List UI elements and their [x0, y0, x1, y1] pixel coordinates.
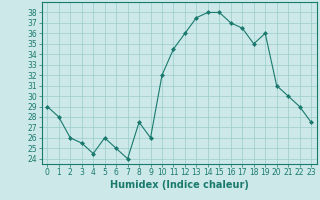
X-axis label: Humidex (Indice chaleur): Humidex (Indice chaleur)	[110, 180, 249, 190]
